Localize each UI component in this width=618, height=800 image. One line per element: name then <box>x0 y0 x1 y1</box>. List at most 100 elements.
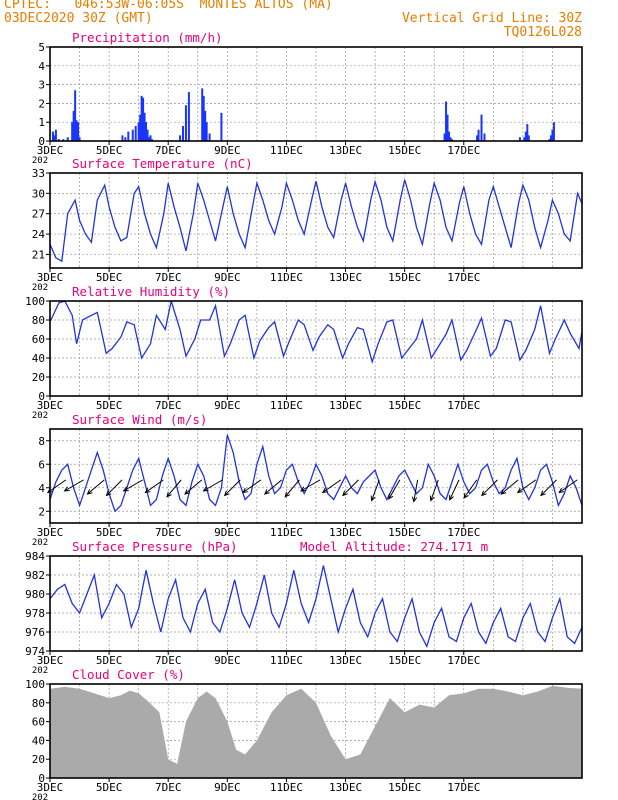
wind-vector <box>145 479 164 493</box>
header-station: CPTEC: 046:53W-06:05S MONTES ALTOS (MA) <box>4 0 333 12</box>
wind-vector <box>47 479 67 493</box>
temp-line <box>49 179 583 263</box>
wind-vector <box>284 479 300 498</box>
precip-bar <box>137 122 140 141</box>
y-tick-label: 80 <box>32 314 45 327</box>
y-tick-label: 100 <box>25 295 45 308</box>
x-tick-label: 5DEC <box>96 271 123 284</box>
wind-vector-head <box>411 496 418 503</box>
y-tick-label: 40 <box>32 734 45 747</box>
x-tick-label: 3DEC <box>37 144 64 157</box>
precip-bar <box>548 139 551 141</box>
x-tick-label: 11DEC <box>270 781 303 794</box>
wind-vector <box>342 479 359 496</box>
x-tick-label: 7DEC <box>155 144 182 157</box>
x-tick-label: 5DEC <box>96 526 123 539</box>
y-tick-label: 982 <box>25 569 45 582</box>
x-tick-label: 9DEC <box>214 399 241 412</box>
y-tick-label: 4 <box>38 60 45 73</box>
wind-vector <box>463 479 478 499</box>
header-date: 03DEC2020 30Z (GMT) <box>4 11 153 26</box>
wind-vector <box>87 479 105 495</box>
wind-vector-head <box>481 490 487 497</box>
x-tick-label: 7DEC <box>155 271 182 284</box>
y-tick-label: 21 <box>32 248 45 261</box>
panel-frame <box>49 683 583 779</box>
y-tick-label: 40 <box>32 352 45 365</box>
wind-vector <box>388 479 401 500</box>
wind-vector-head <box>429 495 435 502</box>
wind-vector-head <box>284 491 291 498</box>
y-tick-label: 984 <box>25 550 45 563</box>
x-tick-label: 5DEC <box>96 654 123 667</box>
precip-bar <box>182 125 184 141</box>
x-tick-label: 11DEC <box>270 526 303 539</box>
precip-bar <box>139 114 142 141</box>
x-corner-label: 202 <box>32 793 48 800</box>
precip-bar <box>51 131 54 141</box>
y-tick-label: 80 <box>32 697 45 710</box>
cloud-area <box>50 685 582 778</box>
precip-bar <box>131 129 134 141</box>
precip-bar <box>148 137 151 141</box>
wind-vector-head <box>122 486 129 492</box>
wind-vector-head <box>516 487 523 494</box>
x-tick-label: 3DEC <box>37 271 64 284</box>
wind-vector <box>166 479 182 498</box>
panel-frame <box>49 555 583 652</box>
y-tick-label: 60 <box>32 716 45 729</box>
precip-bar <box>72 110 75 141</box>
precip-bar <box>552 122 555 141</box>
precip-bar <box>146 129 149 141</box>
y-tick-label: 978 <box>25 607 45 620</box>
y-tick-label: 60 <box>32 333 45 346</box>
x-tick-label: 13DEC <box>329 144 362 157</box>
wind-vector-head <box>300 486 307 492</box>
x-tick-label: 7DEC <box>155 526 182 539</box>
panel-subtitle: Model Altitude: 274.171 m <box>300 539 488 554</box>
precip-bar <box>150 139 153 141</box>
precip-bar <box>202 95 205 141</box>
wind-vector-head <box>370 495 376 502</box>
precip-bar <box>480 114 483 141</box>
precip-bar <box>143 112 146 141</box>
precip-bar <box>518 137 521 141</box>
precip-bar <box>526 124 529 141</box>
x-tick-label: 17DEC <box>447 144 480 157</box>
x-tick-label: 5DEC <box>96 781 123 794</box>
precip-bar <box>450 139 453 141</box>
precip-bar <box>204 110 207 141</box>
wind-vector-head <box>63 486 70 492</box>
x-tick-label: 5DEC <box>96 399 123 412</box>
precip-bar <box>53 135 56 141</box>
precip-bar <box>549 135 552 141</box>
y-tick-label: 0 <box>38 772 45 785</box>
y-tick-label: 33 <box>32 167 45 180</box>
precip-bar <box>483 133 486 141</box>
x-tick-label: 17DEC <box>447 654 480 667</box>
panel-title: Precipitation (mm/h) <box>72 30 223 45</box>
wind-vector-head <box>144 487 151 494</box>
precip-bar <box>127 131 130 141</box>
precip-bar <box>449 137 452 141</box>
wind-vector <box>184 479 203 495</box>
precip-bar <box>74 90 77 141</box>
precip-bar <box>205 122 208 141</box>
precip-bar <box>184 105 187 141</box>
pressure-line <box>49 565 583 649</box>
wind-vector <box>64 479 84 492</box>
y-tick-label: 0 <box>38 135 45 148</box>
x-tick-label: 15DEC <box>388 526 421 539</box>
x-corner-label: 202 <box>32 411 48 421</box>
precip-bar <box>62 139 65 141</box>
x-tick-label: 15DEC <box>388 654 421 667</box>
wind-vector-head <box>86 489 93 495</box>
wind-vector-head <box>500 489 507 495</box>
wind-vector-head <box>242 487 248 494</box>
y-tick-label: 976 <box>25 626 45 639</box>
x-tick-label: 9DEC <box>214 144 241 157</box>
x-tick-label: 11DEC <box>270 654 303 667</box>
wind-vector <box>242 479 262 493</box>
x-tick-label: 3DEC <box>37 399 64 412</box>
x-corner-label: 202 <box>32 283 48 293</box>
